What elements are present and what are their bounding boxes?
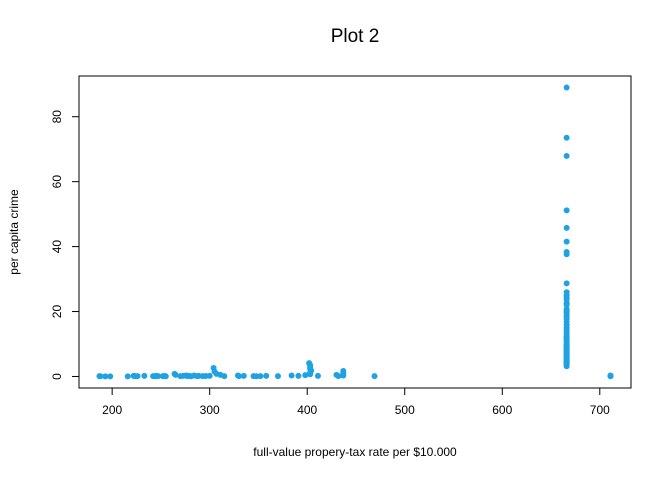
- x-tick-label: 700: [590, 403, 610, 417]
- point: [154, 373, 161, 380]
- point: [221, 373, 228, 380]
- point: [563, 207, 570, 214]
- y-tick-label: 40: [50, 240, 64, 254]
- point: [141, 372, 148, 379]
- point: [340, 372, 347, 379]
- point: [107, 373, 114, 380]
- point: [257, 373, 264, 380]
- point: [563, 224, 570, 231]
- x-tick-label: 500: [395, 403, 415, 417]
- point: [563, 280, 570, 287]
- x-tick-label: 300: [200, 403, 220, 417]
- point: [314, 372, 321, 379]
- point: [563, 301, 570, 308]
- point: [162, 373, 169, 380]
- point: [102, 373, 109, 380]
- point: [302, 372, 309, 379]
- point: [307, 371, 314, 378]
- point: [563, 251, 570, 258]
- point: [97, 373, 104, 380]
- y-tick-label: 20: [50, 305, 64, 319]
- point: [295, 372, 302, 379]
- y-tick-label: 60: [50, 175, 64, 189]
- point: [335, 373, 342, 380]
- x-axis-label: full-value propery-tax rate per $10.000: [253, 445, 457, 459]
- point: [124, 373, 131, 380]
- y-tick-label: 0: [50, 373, 64, 380]
- point: [371, 373, 378, 380]
- x-tick-label: 200: [102, 403, 122, 417]
- chart-title: Plot 2: [331, 26, 380, 47]
- point: [206, 372, 213, 379]
- point: [563, 84, 570, 91]
- point: [563, 152, 570, 159]
- y-axis-label: per capita crime: [7, 189, 21, 275]
- y-tick-label: 80: [50, 110, 64, 124]
- point: [172, 371, 179, 378]
- point: [134, 373, 141, 380]
- x-tick-label: 600: [492, 403, 512, 417]
- point: [607, 373, 614, 380]
- x-tick-label: 400: [297, 403, 317, 417]
- plot-box: [78, 75, 632, 389]
- point: [563, 238, 570, 245]
- point: [563, 134, 570, 141]
- point: [288, 372, 295, 379]
- point: [274, 373, 281, 380]
- point: [563, 363, 570, 370]
- point: [235, 373, 242, 380]
- point: [240, 372, 247, 379]
- point: [263, 372, 270, 379]
